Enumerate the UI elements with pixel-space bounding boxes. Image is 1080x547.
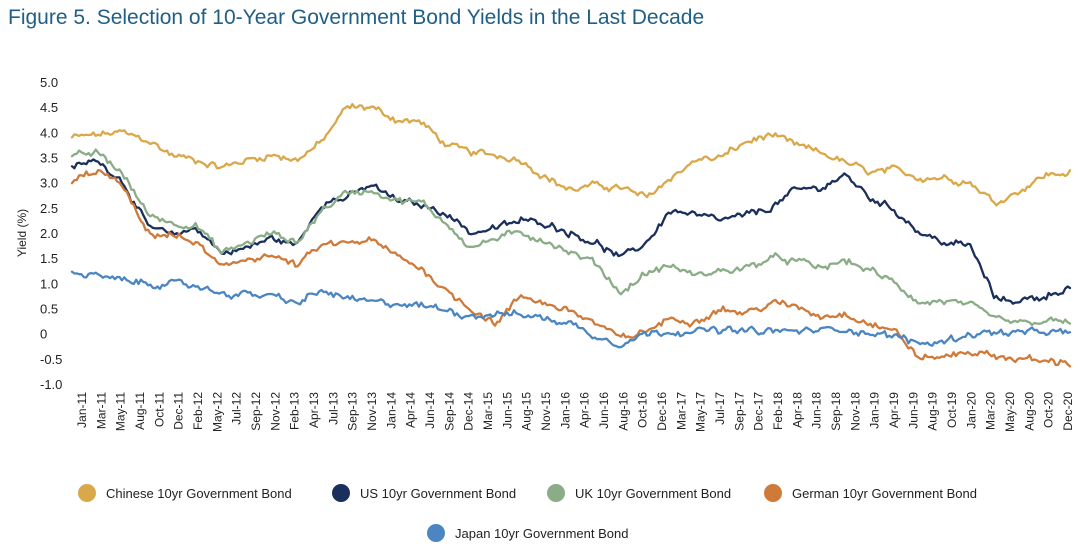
x-tick-label: Apr-18 [790,392,804,428]
x-tick-label: Jun-16 [597,392,611,429]
x-tick-label: Sep-14 [442,392,456,431]
x-tick-label: May-12 [210,392,224,432]
y-axis-title: Yield (%) [15,209,29,257]
x-tick-label: Oct-16 [636,392,650,428]
x-tick-label: Feb-18 [771,392,785,430]
x-tick-label: Mar-17 [674,392,688,430]
legend-label-us: US 10yr Government Bond [360,485,517,501]
legend-swatch-us [332,484,350,502]
x-tick-label: Sep-18 [829,392,843,431]
x-tick-label: Apr-19 [887,392,901,428]
x-tick-label: Feb-13 [288,392,302,430]
series-line-4 [70,270,1072,349]
x-tick-label: Oct-20 [1042,392,1056,428]
x-tick-label: Jun-14 [423,392,437,429]
y-tick-label: 0.5 [40,302,58,317]
x-tick-label: Jul-12 [230,392,244,425]
x-tick-label: Apr-16 [578,392,592,428]
x-tick-label: Aug-19 [926,392,940,431]
x-tick-label: Mar-11 [94,392,108,429]
x-tick-label: May-11 [114,392,128,431]
legend-label-chinese: Chinese 10yr Government Bond [106,485,292,501]
x-tick-label: Nov-13 [365,392,379,431]
x-tick-label: Jan-20 [964,392,978,429]
x-tick-label: Aug-15 [520,392,534,431]
legend-swatch-chinese [78,484,96,502]
series-line-0 [70,102,1072,207]
x-tick-label: Jan-14 [384,392,398,429]
y-tick-label: 4.0 [40,125,58,140]
y-tick-label: 2.0 [40,226,58,241]
x-tick-label: Nov-15 [539,392,553,431]
x-tick-label: Feb-12 [191,392,205,430]
y-tick-label: 4.5 [40,100,58,115]
x-tick-label: Oct-19 [945,392,959,428]
y-tick-label: 3.5 [40,151,58,166]
x-tick-label: Apr-13 [307,392,321,428]
series-line-3 [70,168,1072,368]
legend-swatch-uk [547,484,565,502]
series-line-2 [70,148,1072,327]
legend-item-japan: Japan 10yr Government Bond [427,524,628,542]
x-tick-label: Dec-11 [172,392,186,430]
x-tick-label: Nov-12 [268,392,282,431]
legend-item-chinese: Chinese 10yr Government Bond [78,484,292,502]
legend-swatch-japan [427,524,445,542]
x-tick-label: Dec-17 [752,392,766,431]
x-tick-label: Jun-18 [810,392,824,429]
x-tick-label: Jan-11 [75,392,89,428]
legend-item-us: US 10yr Government Bond [332,484,516,502]
legend-item-german: German 10yr Government Bond [764,484,977,502]
x-tick-label: Dec-16 [655,392,669,431]
chart-title: Figure 5. Selection of 10-Year Governmen… [8,6,705,29]
y-tick-label: 0 [40,327,47,342]
y-tick-label: -0.5 [40,352,62,367]
x-tick-label: Jul-13 [326,392,340,425]
x-tick-label: Sep-17 [732,392,746,431]
y-tick-label: 1.0 [40,276,58,291]
x-tick-label: Sep-13 [346,392,360,431]
x-tick-label: Jun-15 [500,392,514,429]
x-tick-label: Apr-14 [404,392,418,428]
legend-label-uk: UK 10yr Government Bond [575,485,732,501]
x-tick-label: Aug-16 [616,392,630,431]
x-tick-label: Mar-15 [481,392,495,430]
x-tick-label: Nov-18 [848,392,862,431]
y-tick-label: 3.0 [40,176,58,191]
x-tick-label: Dec-14 [462,392,476,431]
legend-swatch-german [764,484,782,502]
x-tick-label: Aug-11 [133,392,147,430]
y-tick-label: 1.5 [40,251,58,266]
x-tick-label: May-20 [1003,392,1017,432]
y-tick-label: 5.0 [40,75,58,90]
legend-item-uk: UK 10yr Government Bond [547,484,731,502]
y-tick-label: -1.0 [40,377,62,392]
x-tick-label: Sep-12 [249,392,263,431]
y-tick-label: 2.5 [40,201,58,216]
x-tick-label: Jan-19 [868,392,882,429]
x-tick-label: Jul-17 [713,392,727,425]
legend-label-japan: Japan 10yr Government Bond [455,525,629,541]
x-tick-label: Dec-20 [1061,392,1075,431]
x-tick-label: Mar-20 [984,392,998,430]
x-tick-label: Oct-11 [152,392,166,427]
x-tick-label: Aug-20 [1022,392,1036,431]
x-tick-label: Jan-16 [558,392,572,429]
x-tick-label: Jun-19 [906,392,920,429]
legend-label-german: German 10yr Government Bond [792,485,977,501]
series-line-1 [70,158,1072,305]
x-tick-label: May-17 [694,392,708,432]
